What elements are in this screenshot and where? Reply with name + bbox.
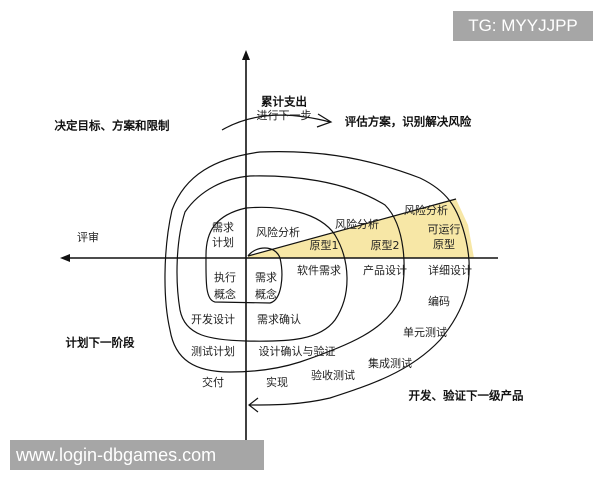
- progress-label: 进行下一步: [257, 109, 312, 122]
- axis-arrow-left-icon: [60, 254, 70, 262]
- integration-test: 集成测试: [368, 356, 412, 370]
- watermark-top-right: TG: MYYJJPP: [453, 11, 593, 41]
- operational-prototype-line2: 原型: [433, 237, 455, 251]
- spiral-curve: [164, 151, 470, 406]
- prototype-1: 原型1: [310, 238, 339, 252]
- risk-analysis-2: 风险分析: [335, 217, 379, 231]
- software-requirements: 软件需求: [297, 263, 341, 277]
- quadrant-top-right-label: 评估方案，识别解决风险: [345, 115, 472, 129]
- delivery: 交付: [202, 375, 224, 389]
- test-plan: 测试计划: [191, 345, 235, 358]
- operational-prototype-line1: 可运行: [428, 223, 461, 236]
- implementation: 实现: [266, 375, 288, 389]
- axis-arrow-up-icon: [242, 50, 250, 60]
- acceptance-test: 验收测试: [311, 368, 355, 382]
- design-verification: 设计确认与验证: [259, 344, 336, 358]
- requirements-concept-line1: 需求: [255, 271, 277, 284]
- requirements-concept-line2: 概念: [255, 287, 277, 301]
- product-design: 产品设计: [363, 263, 407, 277]
- quadrant-bottom-right-label: 开发、验证下一级产品: [409, 389, 524, 403]
- requirements-plan-line1: 需求: [212, 221, 234, 234]
- progress-arc-arrow: [221, 114, 331, 131]
- detailed-design: 详细设计: [428, 263, 472, 277]
- requirements-plan-line2: 计划: [212, 236, 234, 249]
- watermark-bottom-left: www.login-dbgames.com: [10, 440, 264, 470]
- unit-test: 单元测试: [403, 326, 447, 339]
- quadrant-top-left-label: 决定目标、方案和限制: [55, 119, 170, 133]
- coding: 编码: [428, 294, 450, 308]
- execution-concept-line1: 执行: [214, 270, 236, 284]
- quadrant-bottom-left-label: 计划下一阶段: [66, 336, 135, 350]
- prototype-2: 原型2: [371, 238, 400, 252]
- prototype-region: [248, 199, 474, 258]
- risk-analysis-1: 风险分析: [256, 225, 300, 239]
- execution-concept-line2: 概念: [214, 287, 236, 301]
- requirements-confirmation: 需求确认: [257, 313, 301, 326]
- arrowhead-icon: [316, 113, 333, 128]
- prototype-divider-line: [247, 198, 457, 257]
- cumulative-cost-label: 累计支出: [261, 95, 307, 109]
- review-label: 评审: [77, 230, 99, 244]
- development-design: 开发设计: [191, 312, 235, 326]
- risk-analysis-3: 风险分析: [404, 203, 448, 217]
- spiral-end-arrowhead-icon: [248, 397, 259, 413]
